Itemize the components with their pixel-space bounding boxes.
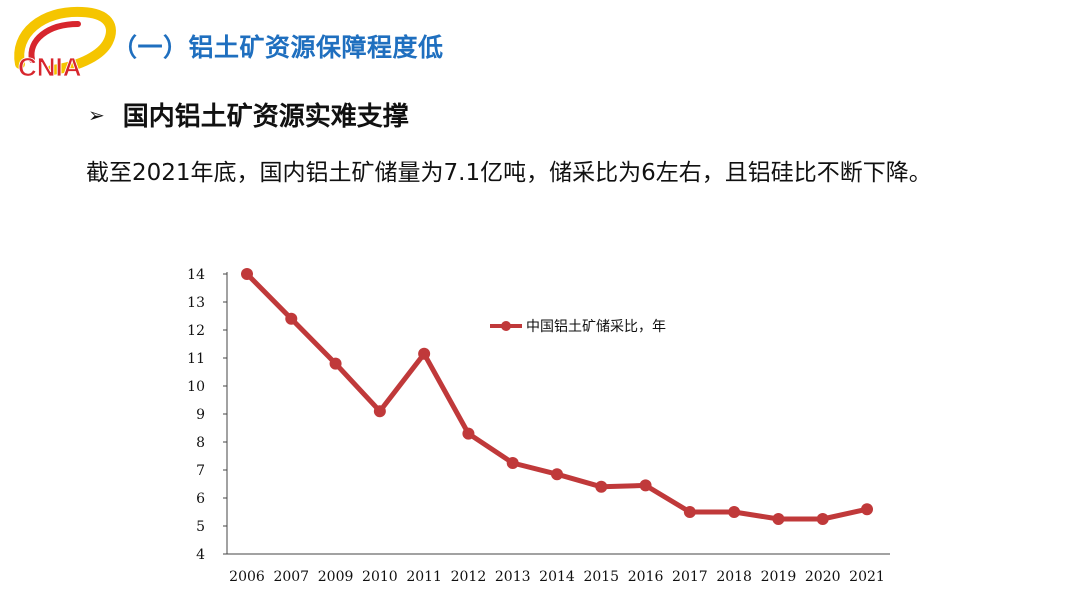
x-tick-label: 2007 (273, 569, 309, 585)
legend-label: 中国铝土矿储采比，年 (526, 319, 666, 335)
y-tick-label: 12 (187, 323, 205, 339)
subheading: 国内铝土矿资源实难支撑 (122, 102, 409, 132)
bullet-arrow-icon: ➢ (88, 102, 105, 127)
legend-marker (501, 321, 511, 331)
x-tick-label: 2018 (716, 569, 752, 585)
body-text: 截至2021年底，国内铝土矿储量为7.1亿吨，储采比为6左右，且铝硅比不断下降。 (86, 160, 932, 186)
data-point (639, 479, 652, 492)
x-tick-label: 2006 (229, 569, 265, 585)
data-point (329, 357, 342, 370)
data-point (551, 468, 563, 481)
data-point (241, 268, 253, 280)
x-tick-label: 2010 (362, 569, 398, 585)
data-point (683, 506, 696, 518)
cnia-logo: CNIA (14, 6, 116, 82)
x-tick-label: 2019 (761, 569, 797, 585)
y-axis: 4 5 6 7 8 9 10 11 12 13 14 (187, 267, 228, 563)
x-tick-label: 2016 (628, 569, 664, 585)
y-tick-label: 13 (187, 295, 205, 311)
x-tick-label: 2013 (495, 569, 531, 585)
y-tick-label: 11 (187, 351, 205, 367)
y-tick-label: 5 (196, 519, 205, 535)
y-tick-label: 4 (196, 547, 205, 563)
y-tick-label: 8 (196, 435, 205, 451)
y-tick-label: 14 (187, 267, 205, 283)
data-point (506, 457, 519, 469)
data-point (418, 347, 431, 360)
section-title: （一）铝土矿资源保障程度低 (112, 33, 444, 62)
y-tick-label: 6 (196, 491, 205, 507)
subheading-row: ➢ 国内铝土矿资源实难支撑 (88, 96, 409, 133)
x-axis: 2006 2007 2009 2010 2011 2012 2013 2014 2015 2016… (227, 553, 890, 585)
x-tick-label: 2021 (849, 569, 885, 585)
x-tick-label: 2009 (318, 569, 354, 585)
data-point (285, 312, 298, 325)
data-point (595, 480, 608, 493)
x-tick-label: 2015 (583, 569, 619, 585)
data-point (462, 427, 475, 440)
y-tick-label: 7 (196, 463, 205, 479)
data-point (861, 503, 873, 516)
data-point (816, 513, 829, 525)
y-tick-label: 9 (196, 407, 205, 423)
x-tick-label: 2012 (451, 569, 487, 585)
series-layer (241, 268, 873, 525)
y-tick-label: 10 (187, 379, 205, 395)
x-tick-label: 2011 (406, 569, 442, 585)
data-point (373, 405, 386, 418)
legend: 中国铝土矿储采比，年 (490, 319, 666, 335)
data-point (728, 506, 741, 518)
data-point (772, 513, 785, 525)
x-tick-label: 2014 (539, 569, 575, 585)
series-line (244, 271, 870, 522)
x-tick-label: 2017 (672, 569, 708, 585)
logo-text: CNIA (18, 52, 82, 82)
x-tick-label: 2020 (805, 569, 841, 585)
